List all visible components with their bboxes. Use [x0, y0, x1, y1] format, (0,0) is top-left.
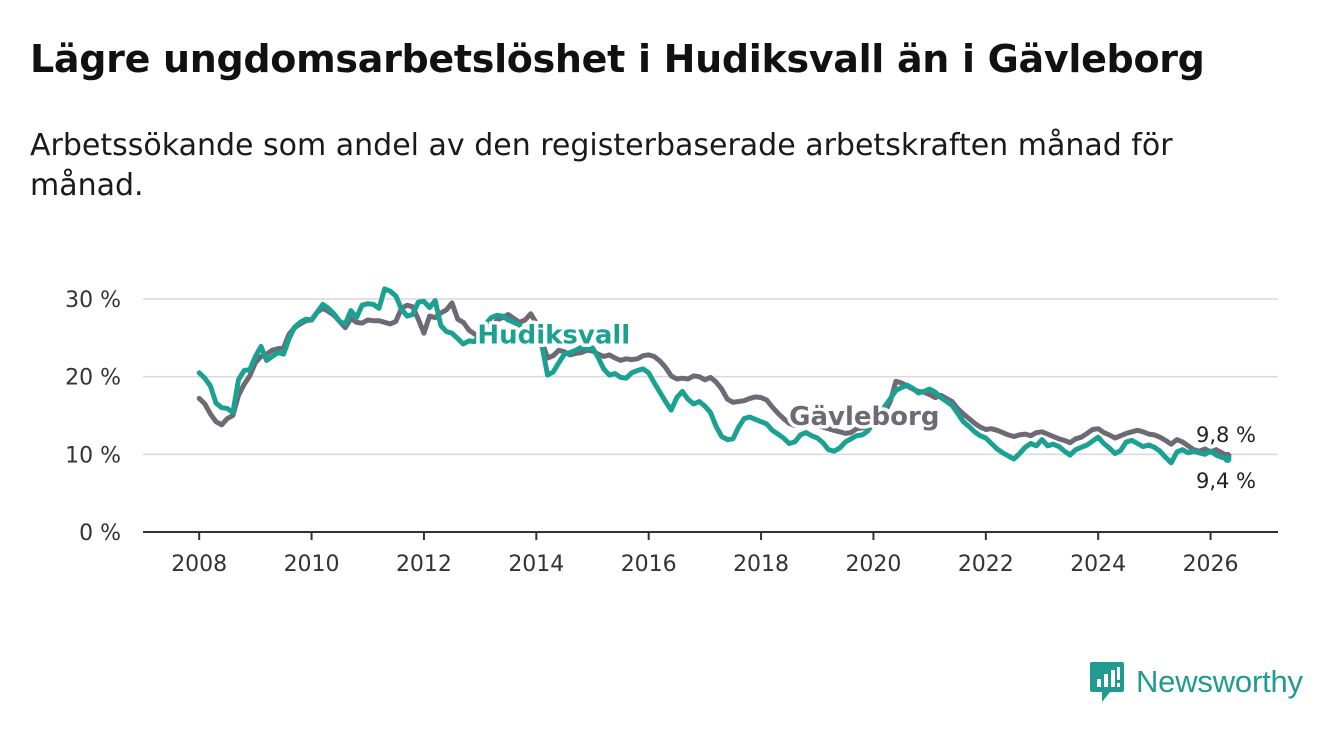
line-chart: 0 % 10 % 20 % 30 % 2008 2010 2012 2014 2016 2018… [65, 286, 1278, 577]
series-label-gävleborg: Gävleborg [789, 402, 939, 432]
series-label-hudiksvall: Hudiksvall [477, 320, 630, 350]
end-label-gävleborg: 9,8 % [1196, 423, 1256, 447]
x-tick-label: 2018 [733, 552, 789, 577]
brand-name: Newsworthy [1136, 664, 1303, 699]
y-tick-label: 30 % [65, 288, 121, 313]
newsworthy-logo-icon [1090, 662, 1124, 702]
x-tick-label: 2008 [171, 552, 227, 577]
series-line-gävleborg [196, 300, 1230, 459]
x-axis: 2008 2010 2012 2014 2016 2018 2020 2022 2024 2026 [143, 531, 1278, 577]
x-tick-label: 2010 [284, 552, 340, 577]
x-tick-label: 2012 [396, 552, 452, 577]
y-tick-label: 20 % [65, 366, 121, 391]
series-line-hudiksvall [196, 286, 1230, 466]
y-axis: 0 % 10 % 20 % 30 % [65, 288, 121, 546]
x-tick-label: 2022 [958, 552, 1014, 577]
y-tick-label: 0 % [79, 521, 121, 546]
series-lines [196, 286, 1230, 466]
x-tick-label: 2016 [621, 552, 677, 577]
end-point-hudiksvall [1223, 454, 1232, 463]
x-tick-label: 2020 [845, 552, 901, 577]
x-tick-label: 2014 [508, 552, 564, 577]
x-tick-label: 2024 [1070, 552, 1126, 577]
y-tick-label: 10 % [65, 443, 121, 468]
series-labels: Hudiksvall Gävleborg 9,8 % 9,4 % [474, 317, 1258, 495]
chart-subtitle: Arbetssökande som andel av den registerb… [30, 128, 1173, 203]
brand: Newsworthy [1088, 660, 1303, 704]
end-label-hudiksvall: 9,4 % [1196, 469, 1256, 493]
chart-title: Lägre ungdomsarbetslöshet i Hudiksvall ä… [30, 37, 1205, 81]
x-tick-label: 2026 [1183, 552, 1239, 577]
